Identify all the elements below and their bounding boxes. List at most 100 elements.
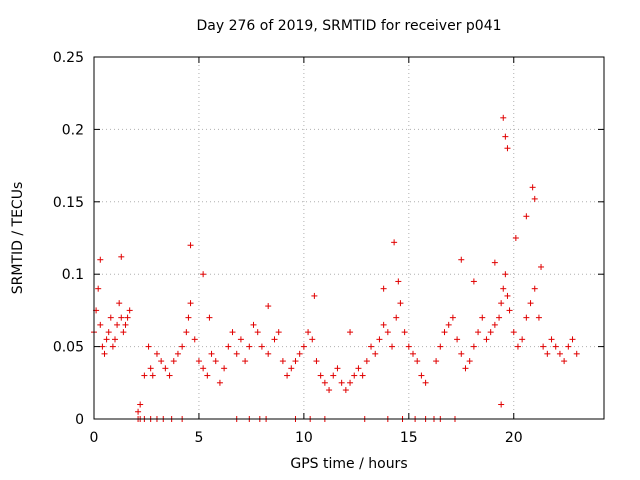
data-point xyxy=(158,358,165,365)
data-point xyxy=(237,336,244,343)
data-point xyxy=(504,145,511,152)
data-point xyxy=(195,358,202,365)
data-point xyxy=(258,343,265,350)
data-point xyxy=(107,314,114,321)
chart-title: Day 276 of 2019, SRMTID for receiver p04… xyxy=(196,18,502,34)
data-point xyxy=(470,278,477,285)
data-point xyxy=(512,235,519,241)
data-point xyxy=(342,387,349,394)
data-point xyxy=(454,336,461,343)
y-tick-label: 0.25 xyxy=(53,50,84,66)
data-point xyxy=(535,314,542,321)
y-tick-label: 0.05 xyxy=(53,340,84,356)
data-point xyxy=(376,336,383,343)
data-point xyxy=(523,314,530,321)
data-point xyxy=(565,343,572,350)
data-point xyxy=(368,343,375,350)
data-points xyxy=(91,114,580,422)
data-point xyxy=(449,314,456,321)
data-point xyxy=(166,372,173,379)
data-point xyxy=(95,285,102,292)
data-point xyxy=(309,336,316,343)
data-point xyxy=(347,379,354,386)
data-point xyxy=(126,307,133,314)
data-point xyxy=(97,256,104,263)
data-point xyxy=(491,259,498,266)
data-point xyxy=(483,336,490,343)
data-point xyxy=(114,321,121,328)
data-point xyxy=(141,372,148,379)
data-point xyxy=(120,329,127,336)
data-point xyxy=(122,321,129,328)
data-point xyxy=(470,343,477,350)
data-point xyxy=(97,321,104,328)
data-point xyxy=(389,343,396,350)
data-point xyxy=(174,350,181,357)
data-point xyxy=(422,379,429,386)
data-point xyxy=(552,343,559,350)
data-point xyxy=(462,365,469,372)
data-point xyxy=(118,314,125,321)
y-tick-label: 0.2 xyxy=(62,122,84,138)
data-point xyxy=(229,329,236,336)
data-point xyxy=(288,365,295,372)
data-point xyxy=(212,358,219,365)
data-point xyxy=(506,307,513,314)
data-point xyxy=(498,300,505,307)
data-point xyxy=(137,401,144,408)
data-point xyxy=(445,321,452,328)
data-point xyxy=(254,329,261,336)
data-point xyxy=(326,387,333,394)
data-point xyxy=(355,365,362,372)
data-point xyxy=(504,292,511,299)
data-point xyxy=(561,358,568,365)
grid-lines xyxy=(94,57,604,419)
x-tick-label: 15 xyxy=(400,430,418,446)
data-point xyxy=(103,336,110,343)
data-point xyxy=(510,329,517,336)
data-point xyxy=(401,329,408,336)
data-point xyxy=(183,329,190,336)
data-point xyxy=(498,401,505,408)
data-point xyxy=(265,350,272,357)
data-point xyxy=(380,285,387,292)
data-point xyxy=(531,285,538,292)
data-point xyxy=(225,343,232,350)
data-point xyxy=(496,314,503,321)
data-point xyxy=(208,350,215,357)
data-point xyxy=(491,321,498,328)
data-point xyxy=(330,372,337,379)
data-point xyxy=(410,350,417,357)
data-point xyxy=(321,379,328,386)
data-point xyxy=(548,336,555,343)
y-tick-label: 0.1 xyxy=(62,267,84,283)
data-point xyxy=(338,379,345,386)
x-tick-label: 10 xyxy=(295,430,313,446)
data-point xyxy=(311,292,318,299)
data-point xyxy=(384,329,391,336)
data-point xyxy=(487,329,494,336)
data-point xyxy=(305,329,312,336)
data-point xyxy=(313,358,320,365)
data-point xyxy=(170,358,177,365)
x-tick-label: 5 xyxy=(194,430,203,446)
data-point xyxy=(523,213,530,220)
data-point xyxy=(149,372,156,379)
data-point xyxy=(437,343,444,350)
plot-frame xyxy=(93,56,605,420)
data-point xyxy=(116,300,123,307)
data-point xyxy=(109,343,116,350)
data-point xyxy=(458,256,465,263)
data-point xyxy=(200,271,207,278)
data-point xyxy=(529,184,536,191)
data-point xyxy=(395,278,402,285)
data-point xyxy=(514,343,521,350)
data-point xyxy=(540,343,547,350)
data-point xyxy=(519,336,526,343)
data-point xyxy=(500,114,507,121)
data-point xyxy=(271,336,278,343)
data-point xyxy=(458,350,465,357)
axes: 0 0.05 0.1 0.15 0.2 0.25 0 5 10 15 20 xyxy=(53,50,605,446)
data-point xyxy=(206,314,213,321)
data-point xyxy=(221,365,228,372)
